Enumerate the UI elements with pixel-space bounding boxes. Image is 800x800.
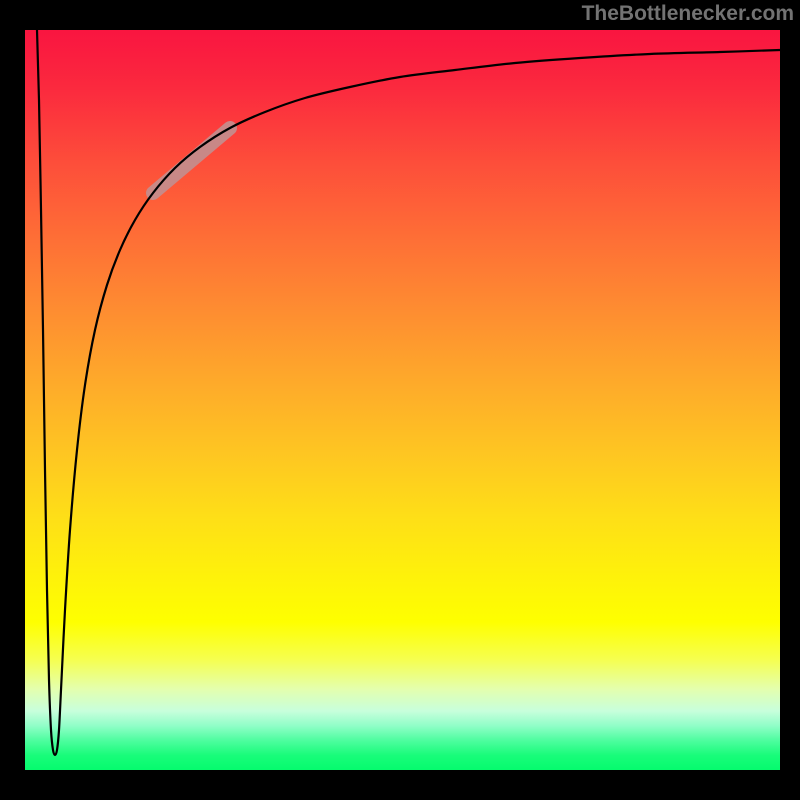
watermark-text: TheBottlenecker.com bbox=[582, 2, 794, 26]
chart-frame: TheBottlenecker.com bbox=[0, 0, 800, 800]
highlight-segment bbox=[153, 128, 230, 193]
curve-layer bbox=[25, 30, 780, 770]
bottleneck-curve bbox=[37, 30, 780, 755]
plot-area bbox=[25, 30, 780, 770]
